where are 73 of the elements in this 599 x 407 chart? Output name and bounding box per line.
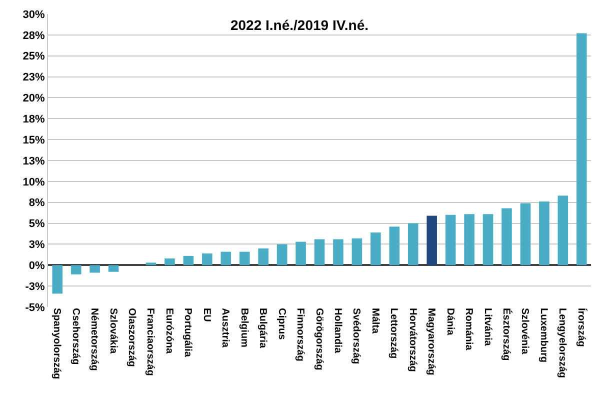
x-tick-label: Észtország xyxy=(500,308,512,361)
x-tick-label: Írország xyxy=(575,308,588,347)
bar xyxy=(370,232,381,266)
bar xyxy=(482,214,494,266)
bar xyxy=(389,226,400,266)
y-tick-label: 30% xyxy=(22,8,46,21)
x-tick-label: Luxemburg xyxy=(538,308,549,362)
bar xyxy=(464,214,474,266)
x-tick-label: Olaszország xyxy=(126,308,138,367)
bar xyxy=(445,214,456,266)
x-tick-label: Hollandia xyxy=(332,308,343,354)
x-tick-label: Görögország xyxy=(313,308,324,370)
y-tick-label: 8% xyxy=(28,197,46,210)
x-tick-label: Románia xyxy=(463,308,474,351)
x-tick-label: Lettország xyxy=(388,308,400,359)
bar xyxy=(202,253,212,266)
y-tick-label: 15% xyxy=(22,134,46,146)
y-tick-label: 3% xyxy=(28,239,46,252)
chart-title: 2022 I.né./2019 IV.né. xyxy=(230,17,369,34)
bar xyxy=(258,248,268,266)
x-tick-label: Litvánia xyxy=(482,308,493,346)
x-tick-label: Belgium xyxy=(238,308,250,348)
x-tick-label: Magyarország xyxy=(426,308,437,376)
x-tick-label: Lengyelország xyxy=(556,308,568,378)
y-tick-label: -3% xyxy=(25,280,46,293)
bar xyxy=(296,242,306,266)
bar xyxy=(70,265,82,274)
x-tick-label: Ausztria xyxy=(220,308,231,348)
bar xyxy=(314,239,325,266)
bar xyxy=(108,265,119,272)
y-tick-label: -5% xyxy=(25,302,46,314)
x-tick-label: Szlovénia xyxy=(519,308,530,355)
bar xyxy=(52,265,63,294)
bar xyxy=(90,265,100,273)
bar xyxy=(220,252,232,266)
bar xyxy=(239,252,250,266)
bar xyxy=(146,262,156,266)
bar xyxy=(558,196,568,266)
y-tick-label: 25% xyxy=(22,50,46,63)
x-tick-label: Szlovákia xyxy=(107,308,118,354)
y-tick-label: 23% xyxy=(22,72,46,84)
bar xyxy=(539,202,550,266)
bar xyxy=(520,203,531,266)
x-tick-label: Málta xyxy=(369,308,380,334)
bar xyxy=(502,208,512,266)
bar xyxy=(408,223,418,266)
x-tick-label: Svédország xyxy=(350,308,362,364)
bar xyxy=(183,256,194,266)
bar xyxy=(333,239,344,266)
x-tick-label: EU xyxy=(200,308,212,322)
y-tick-label: 20% xyxy=(22,92,46,105)
x-tick-label: Németország xyxy=(88,308,100,371)
x-tick-label: Finnország xyxy=(294,308,306,362)
bar xyxy=(426,216,437,266)
x-tick-label: Bulgária xyxy=(257,308,268,348)
x-tick-label: Portugália xyxy=(182,308,194,358)
y-tick-label: 0% xyxy=(28,260,46,272)
y-tick-label: 28% xyxy=(22,30,46,42)
x-tick-label: Franciaország xyxy=(144,308,156,376)
x-tick-label: Csehország xyxy=(70,308,81,365)
x-tick-label: Spanyolország xyxy=(51,308,62,380)
y-tick-label: 10% xyxy=(22,176,46,188)
bar xyxy=(576,33,587,266)
bar xyxy=(164,258,175,266)
y-tick-label: 13% xyxy=(22,155,46,168)
bar xyxy=(276,244,288,266)
x-tick-label: Ciprus xyxy=(276,308,287,340)
y-tick-label: 5% xyxy=(28,218,46,230)
bar xyxy=(352,238,362,266)
x-tick-label: Eurózóna xyxy=(163,308,174,354)
y-tick-label: 18% xyxy=(22,113,46,126)
x-tick-label: Horvátország xyxy=(406,308,418,372)
x-tick-label: Dánia xyxy=(444,308,456,336)
